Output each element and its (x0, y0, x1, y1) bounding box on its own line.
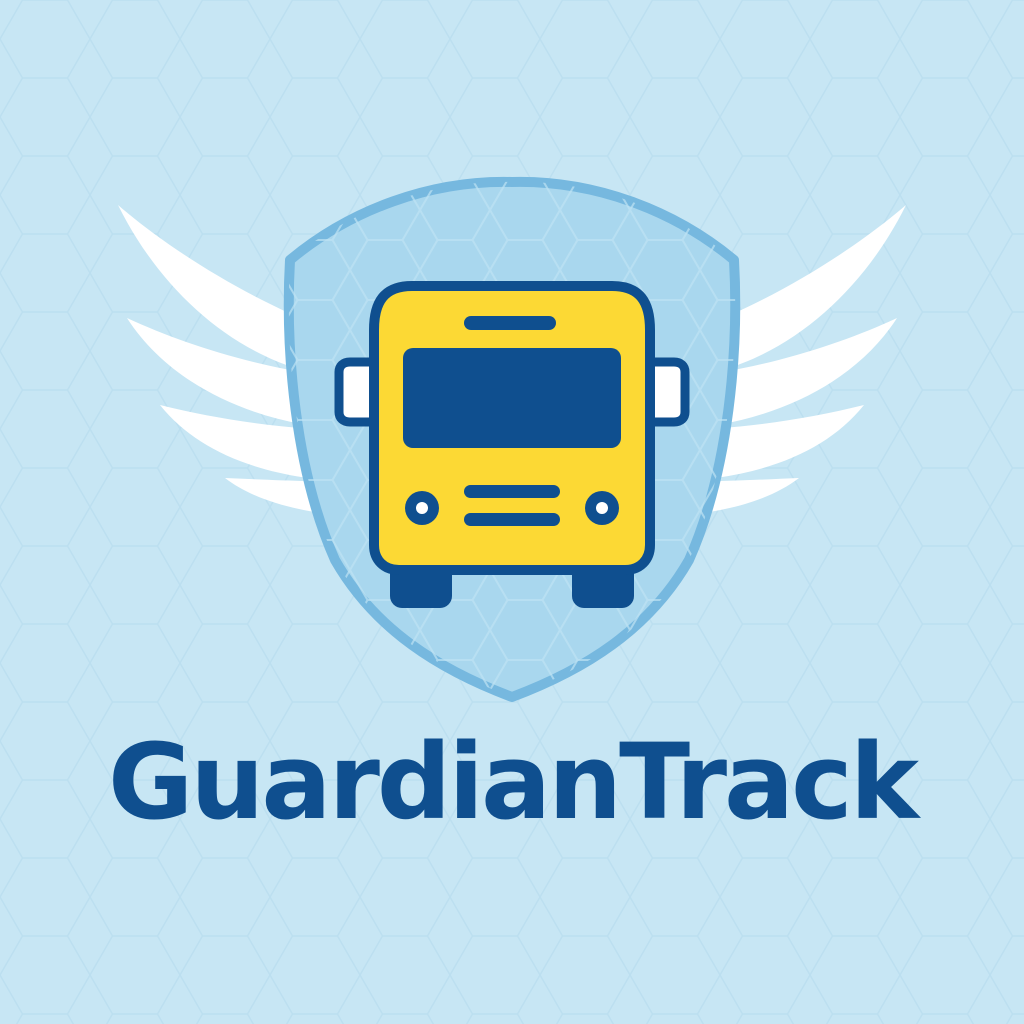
bus-grille-bottom (464, 513, 560, 526)
brand-name: GuardianTrack (108, 721, 919, 843)
bus-windshield (403, 348, 621, 448)
bus-mirror-right (652, 357, 690, 427)
bus-mirror-left (334, 357, 372, 427)
bus-sign (464, 316, 556, 330)
school-bus-icon (334, 281, 690, 608)
bus-grille-top (464, 485, 560, 498)
